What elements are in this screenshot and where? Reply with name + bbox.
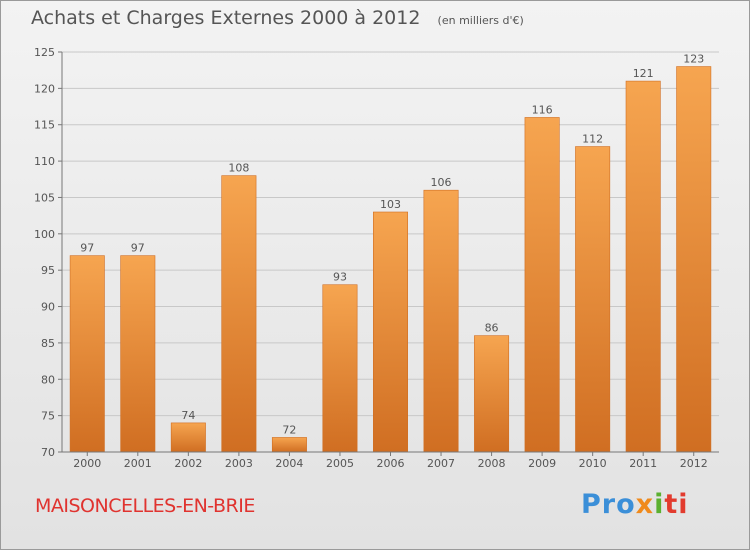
bar-value-label: 116 [532,103,553,116]
bar [120,255,156,453]
bar [423,189,459,453]
x-tick-label: 2009 [528,457,556,470]
bar-value-label: 93 [333,271,347,284]
bar [524,117,560,453]
y-tick-label: 115 [34,119,55,132]
bar-value-label: 123 [683,53,704,66]
bar [575,146,611,453]
x-tick-label: 2008 [478,457,506,470]
y-tick-label: 105 [34,191,55,204]
bar-value-label: 74 [181,409,195,422]
bar [373,211,408,453]
x-tick-label: 2005 [326,457,354,470]
labels-layer: 97 97 74 108 72 93 103 106 86 116 112 121 123 [80,53,704,437]
y-tick-label: 95 [41,264,55,277]
x-tick-label: 2003 [225,457,253,470]
logo-part-3: i [654,489,665,520]
commune-name: MAISONCELLES-EN-BRIE [35,495,255,517]
y-tick-label: 70 [41,446,55,459]
bar-value-label: 112 [582,133,603,146]
x-tick-label: 2002 [174,457,202,470]
bar-value-label: 97 [80,242,94,255]
bar-value-label: 97 [131,242,145,255]
x-tick-label: 2004 [275,457,303,470]
bar-value-label: 86 [485,322,499,335]
bar-value-label: 72 [282,423,296,436]
bar [170,422,206,453]
axis-layer: 70 75 80 85 90 95 100 105 110 115 120 125 2000 2001 20… [34,46,719,470]
chart-subtitle: (en milliers d'€) [437,14,524,27]
x-tick-label: 2001 [124,457,152,470]
bar [474,335,510,453]
title-row: Achats et Charges Externes 2000 à 2012 (… [31,7,524,29]
proxiti-logo: Proxiti [581,489,689,520]
bar [625,80,661,453]
x-tick-label: 2012 [680,457,708,470]
x-tick-label: 2000 [73,457,101,470]
chart-title: Achats et Charges Externes 2000 à 2012 [31,7,421,29]
logo-part-1: Pro [581,489,636,520]
bar-value-label: 108 [228,162,249,175]
bar-value-label: 103 [380,198,401,211]
x-tick-label: 2011 [629,457,657,470]
bar [221,175,257,453]
bar [322,284,358,453]
x-tick-label: 2007 [427,457,455,470]
y-tick-label: 75 [41,410,55,423]
y-tick-label: 125 [34,46,55,59]
bar-value-label: 106 [431,176,452,189]
x-tick-label: 2006 [377,457,405,470]
y-tick-label: 85 [41,337,55,350]
bar [676,66,712,453]
bar-value-label: 121 [633,67,654,80]
x-tick-label: 2010 [579,457,607,470]
bar [69,255,105,453]
y-tick-label: 90 [41,301,55,314]
y-tick-label: 120 [34,82,55,95]
y-tick-label: 80 [41,373,55,386]
bar [271,437,307,453]
logo-part-2: x [635,489,655,520]
y-tick-label: 100 [34,228,55,241]
bars-layer [69,66,712,453]
logo-part-4: ti [664,489,689,520]
y-tick-label: 110 [34,155,55,168]
